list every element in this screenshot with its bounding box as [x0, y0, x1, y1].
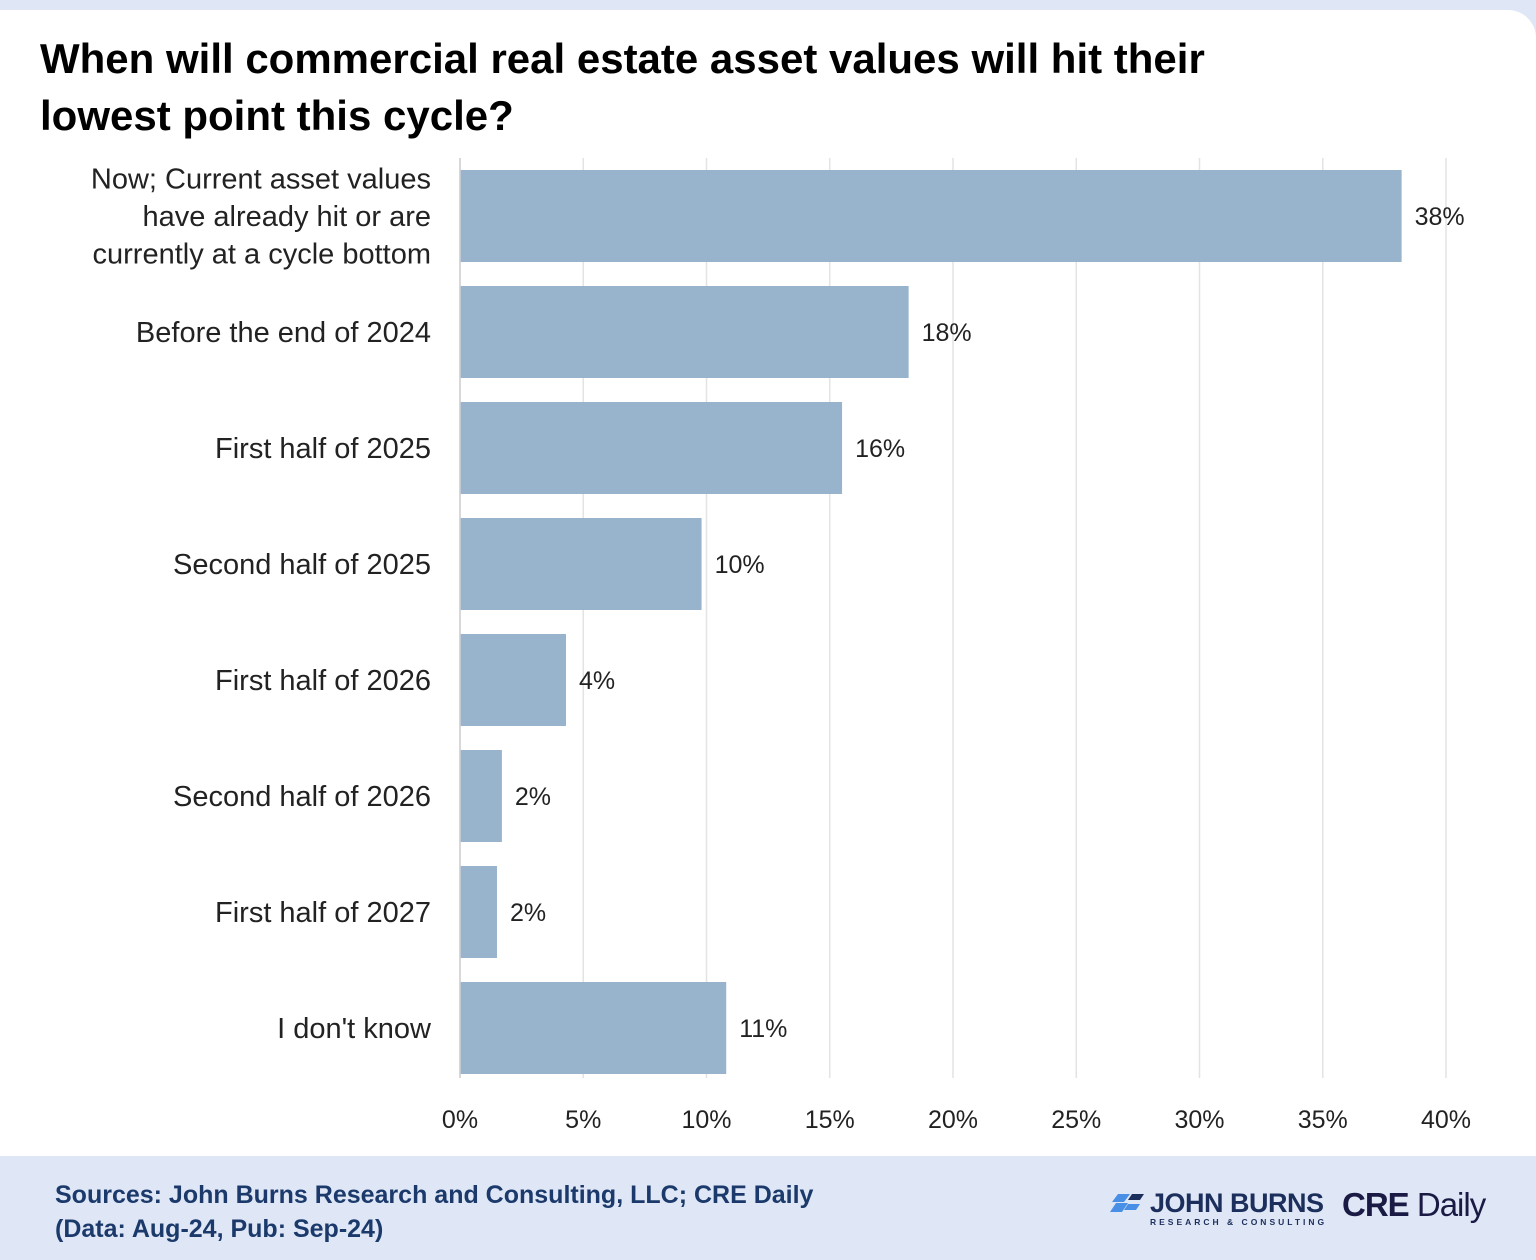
x-tick-label: 15% [805, 1106, 855, 1134]
data-label: 11% [739, 1015, 787, 1043]
footer [0, 1156, 1536, 1260]
category-label: Before the end of 2024 [136, 317, 431, 349]
cre-daily-logo: CRE Daily [1342, 1186, 1486, 1224]
category-label: First half of 2025 [215, 433, 431, 465]
category-label-line: Second half of 2025 [173, 549, 431, 581]
category-label-line: Second half of 2026 [173, 781, 431, 813]
data-label: 4% [579, 667, 615, 695]
category-label-line: Now; Current asset values [91, 164, 431, 196]
bar [460, 866, 497, 958]
category-label: Now; Current asset values have already hi… [91, 164, 431, 271]
bar [460, 402, 843, 494]
category-label: First half of 2026 [215, 665, 431, 697]
data-label: 18% [922, 319, 972, 347]
source-note: Sources: John Burns Research and Consult… [55, 1178, 813, 1246]
data-label: 2% [515, 783, 551, 811]
chart-title: When will commercial real estate asset v… [40, 35, 1205, 139]
category-label: Second half of 2026 [173, 781, 431, 813]
x-tick-label: 35% [1298, 1106, 1348, 1134]
x-tick-label: 30% [1174, 1106, 1224, 1134]
john-burns-logo-name: JOHN BURNS [1150, 1188, 1324, 1218]
bar-chart: 0% 5% 10% 15% 20% 25% 30% 35% 40% 38% Now; Current… [91, 158, 1471, 1134]
x-tick-label: 0% [442, 1106, 478, 1134]
data-label: 16% [855, 435, 905, 463]
x-tick-label: 20% [928, 1106, 978, 1134]
john-burns-logo-subtitle: RESEARCH & CONSULTING [1150, 1217, 1328, 1227]
x-tick-label: 5% [565, 1106, 601, 1134]
category-label-line: First half of 2027 [215, 897, 431, 929]
category-label-line: First half of 2025 [215, 433, 431, 465]
category-label-line: Before the end of 2024 [136, 317, 431, 349]
bar [460, 170, 1402, 262]
x-tick-label: 40% [1421, 1106, 1471, 1134]
bar [460, 982, 727, 1074]
source-line-2: (Data: Aug-24, Pub: Sep-24) [55, 1215, 384, 1243]
category-label: Second half of 2025 [173, 549, 431, 581]
x-tick-label: 10% [681, 1106, 731, 1134]
category-label-line: First half of 2026 [215, 665, 431, 697]
bar [460, 518, 702, 610]
category-label: First half of 2027 [215, 897, 431, 929]
cre-logo-bold: CRE [1342, 1186, 1410, 1223]
bar [460, 634, 566, 726]
category-label-line: have already hit or are [142, 201, 431, 233]
data-label: 2% [510, 899, 546, 927]
category-label-line: I don't know [277, 1013, 432, 1045]
x-tick-label: 25% [1051, 1106, 1101, 1134]
bar [460, 750, 502, 842]
data-label: 10% [715, 551, 765, 579]
cre-logo-rest: Daily [1416, 1186, 1486, 1223]
source-line-1: Sources: John Burns Research and Consult… [55, 1181, 814, 1209]
bar [460, 286, 909, 378]
category-label: I don't know [277, 1013, 432, 1045]
data-label: 38% [1415, 203, 1465, 231]
category-label-line: currently at a cycle bottom [93, 239, 431, 271]
john-burns-logo-mark-icon [1110, 1194, 1144, 1212]
